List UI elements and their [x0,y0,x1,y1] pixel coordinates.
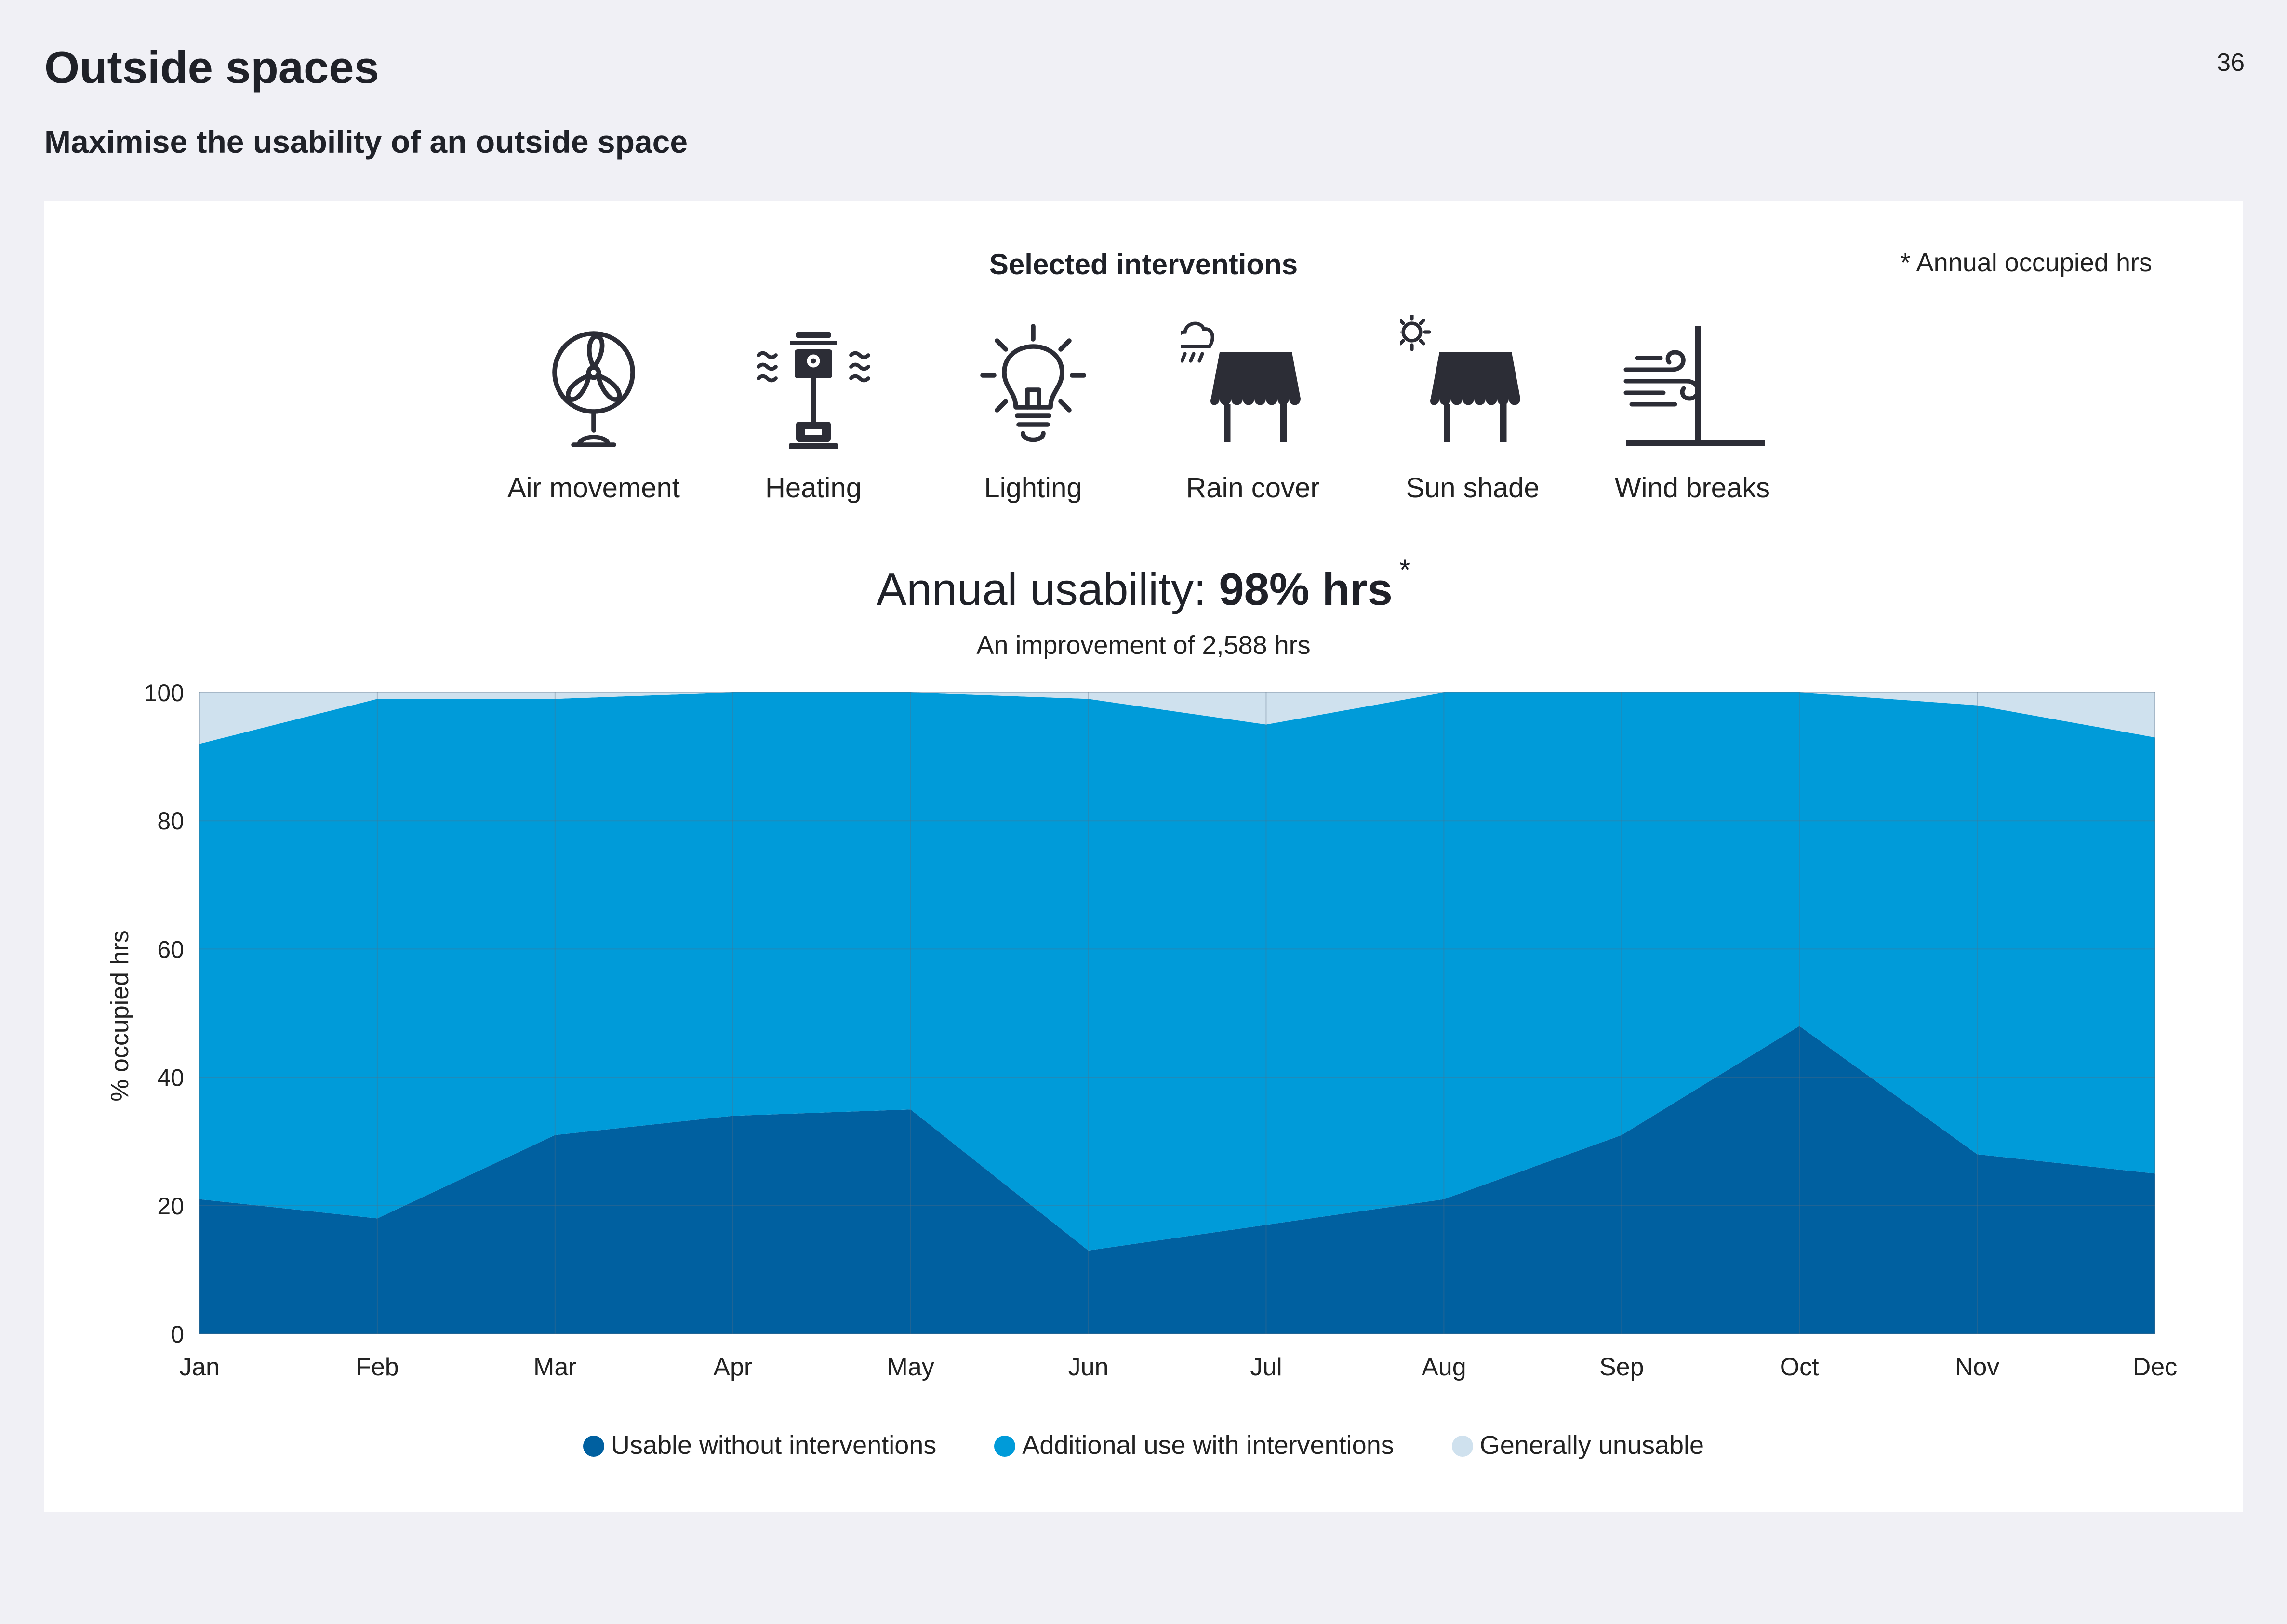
patio-heater-icon [757,332,870,449]
interventions-row: Air movement Heati [44,315,2243,536]
lightbulb-icon [980,324,1086,442]
y-tick-label: 40 [157,1065,184,1092]
annual-usability: Annual usability: 98% hrs * [44,553,2243,615]
x-tick-label: Jul [1250,1353,1282,1381]
y-tick-label: 0 [171,1321,184,1348]
y-tick-label: 100 [144,679,184,706]
sun-awning-icon [1400,315,1520,442]
legend-item: Usable without interventions [583,1430,936,1460]
legend-swatch [583,1436,604,1457]
chart-legend: Usable without interventions Additional u… [44,1430,2243,1460]
wind-break-icon [1623,326,1765,446]
intervention-label: Lighting [984,472,1082,504]
intervention-label: Rain cover [1186,472,1320,504]
x-tick-label: Aug [1422,1353,1466,1381]
fan-icon [552,331,635,447]
legend-swatch [1451,1436,1473,1457]
y-tick-label: 20 [157,1193,184,1220]
intervention-lighting: Lighting [927,315,1139,504]
x-tick-label: Dec [2133,1353,2177,1381]
usability-prefix: Annual usability: [876,564,1219,614]
intervention-heating: Heating [707,315,919,504]
legend-label: Usable without interventions [611,1431,937,1460]
improvement-text: An improvement of 2,588 hrs [976,631,1311,660]
intervention-label: Wind breaks [1614,472,1770,504]
x-tick-label: Jan [179,1353,220,1381]
legend-swatch [994,1436,1016,1457]
interventions-heading: Selected interventions [989,248,1298,280]
intervention-label: Air movement [507,472,680,504]
chart-card: Selected interventions * Annual occupied… [44,201,2243,1512]
legend-label: Additional use with interventions [1022,1431,1394,1460]
footnote: * Annual occupied hrs [1900,248,2152,277]
x-tick-label: Mar [533,1353,577,1381]
y-tick-label: 60 [157,936,184,963]
x-tick-label: May [887,1353,934,1381]
usability-value: 98% hrs [1219,564,1393,614]
page-number: 36 [2217,49,2245,77]
x-tick-label: Jun [1068,1353,1109,1381]
page-subtitle: Maximise the usability of an outside spa… [44,124,688,160]
area-series-3 [199,692,2155,744]
x-tick-label: Feb [356,1353,399,1381]
area-series-1 [199,1026,2155,1334]
page-title: Outside spaces [44,42,379,93]
intervention-air-movement: Air movement [488,315,700,504]
legend-label: Generally unusable [1479,1431,1704,1460]
intervention-wind-breaks: Wind breaks [1586,315,1798,504]
x-tick-label: Oct [1780,1353,1819,1381]
x-tick-label: Sep [1599,1353,1644,1381]
x-tick-label: Nov [1955,1353,1999,1381]
intervention-sun-shade: Sun shade [1367,315,1579,504]
legend-item: Generally unusable [1451,1430,1704,1460]
rain-awning-icon [1181,321,1301,442]
y-tick-label: 80 [157,808,184,835]
y-axis-label: % occupied hrs [106,930,134,1102]
stacked-area-chart: 0 20 40 60 80 100 Jan Feb Mar Apr May Jun Jul Aug Sep… [106,679,2177,1381]
intervention-rain-cover: Rain cover [1147,315,1359,504]
area-series-2 [199,692,2155,1251]
legend-item: Additional use with interventions [994,1430,1394,1460]
x-tick-label: Apr [713,1353,752,1381]
intervention-label: Sun shade [1406,472,1540,504]
intervention-label: Heating [765,472,862,504]
usability-footnote-mark: * [1399,554,1411,586]
